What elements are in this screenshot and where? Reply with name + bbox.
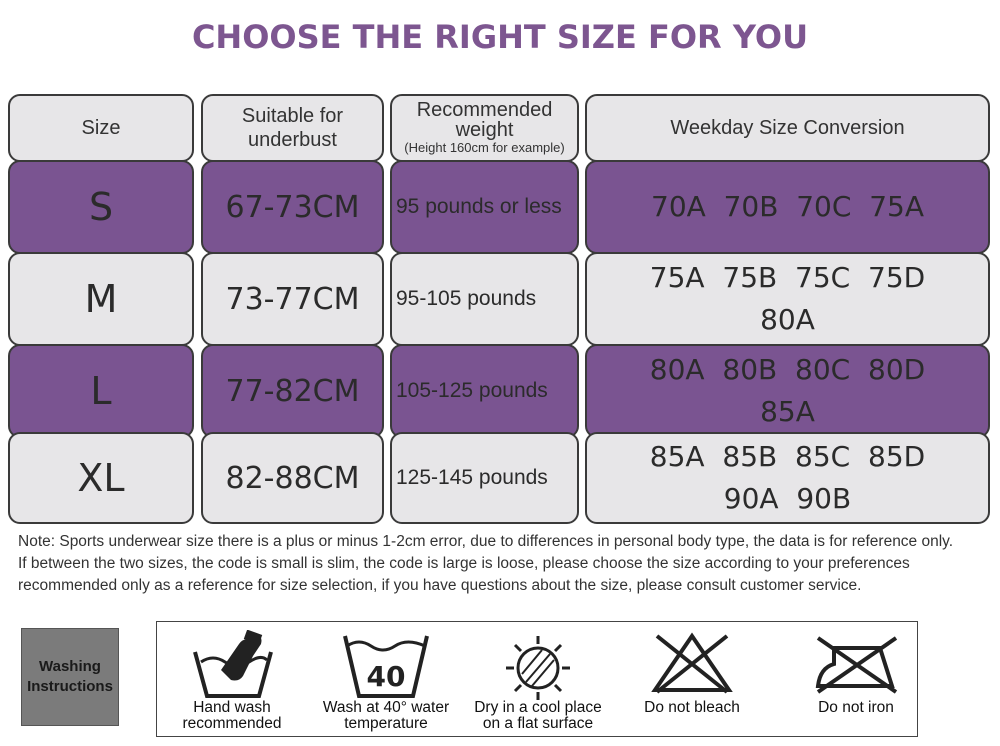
wash-item-40: 40 Wash at 40° water temperature xyxy=(311,628,461,732)
conversion-l-line1: 80A 80B 80C 80D xyxy=(649,353,926,386)
wash-40-label: Wash at 40° water temperature xyxy=(311,700,461,732)
weight-cell-xl: 125-145 pounds xyxy=(390,432,579,524)
conversion-s-line1: 70A 70B 70C 75A xyxy=(651,190,924,223)
underbust-cell-xl: 82-88CM xyxy=(201,432,384,524)
size-note: Note: Sports underwear size there is a p… xyxy=(18,531,988,597)
header-weight-line2: weight xyxy=(455,119,514,141)
underbust-cell-s: 67-73CM xyxy=(201,160,384,254)
conversion-m-line2: 80A xyxy=(760,303,815,336)
wash-dry-label: Dry in a cool place on a flat surface xyxy=(463,700,613,732)
underbust-cell-l: 77-82CM xyxy=(201,344,384,438)
conversion-xl-line2: 90A 90B xyxy=(723,482,852,515)
conversion-cell-m: 75A 75B 75C 75D 80A xyxy=(585,252,990,346)
note-line2: If between the two sizes, the code is sm… xyxy=(18,555,910,572)
wash-item-hand: Hand wash recommended xyxy=(157,628,307,732)
header-weight-line1: Recommended xyxy=(416,99,553,121)
weight-cell-m: 95-105 pounds xyxy=(390,252,579,346)
wash-temp-text: 40 xyxy=(367,660,406,693)
underbust-cell-m: 73-77CM xyxy=(201,252,384,346)
header-underbust-line2: underbust xyxy=(248,129,337,151)
badge-line2: Instructions xyxy=(27,678,113,695)
wash-40-label-line2: temperature xyxy=(344,715,428,732)
do-not-bleach-icon xyxy=(651,632,733,694)
conversion-cell-s: 70A 70B 70C 75A xyxy=(585,160,990,254)
hand-wash-icon xyxy=(193,630,273,698)
wash-hand-label-line2: recommended xyxy=(182,715,282,732)
conversion-m-line1: 75A 75B 75C 75D xyxy=(649,261,926,294)
wash-item-iron: Do not iron xyxy=(781,628,931,732)
conversion-cell-l: 80A 80B 80C 80D 85A xyxy=(585,344,990,438)
wash-hand-label-line1: Hand wash xyxy=(193,699,271,716)
header-size: Size xyxy=(8,94,194,162)
size-cell-xl: XL xyxy=(8,432,194,524)
wash-iron-label: Do not iron xyxy=(781,700,931,716)
header-weight: Recommended weight (Height 160cm for exa… xyxy=(390,94,579,162)
wash-hand-label: Hand wash recommended xyxy=(157,700,307,732)
wash-40-icon: 40 xyxy=(343,635,429,698)
do-not-iron-icon xyxy=(815,636,898,694)
header-underbust: Suitable for underbust xyxy=(201,94,384,162)
wash-dry-label-line1: Dry in a cool place xyxy=(474,699,602,716)
weight-cell-l: 105-125 pounds xyxy=(390,344,579,438)
underbust-column: Suitable for underbust 67-73CM 73-77CM 7… xyxy=(201,94,384,524)
conversion-column: Weekday Size Conversion 70A 70B 70C 75A … xyxy=(585,94,990,524)
page-title: CHOOSE THE RIGHT SIZE FOR YOU xyxy=(191,18,809,56)
size-cell-m: M xyxy=(8,252,194,346)
wash-bleach-label-line1: Do not bleach xyxy=(644,699,740,716)
wash-dry-label-line2: on a flat surface xyxy=(482,715,594,732)
note-line1: Note: Sports underwear size there is a p… xyxy=(18,533,954,550)
conversion-l-line2: 85A xyxy=(760,395,815,428)
wash-item-dry: Dry in a cool place on a flat surface xyxy=(463,628,613,732)
size-cell-s: S xyxy=(8,160,194,254)
dry-flat-shade-icon xyxy=(506,636,570,700)
wash-iron-label-line1: Do not iron xyxy=(818,699,894,716)
header-underbust-line1: Suitable for xyxy=(241,105,344,127)
header-conversion: Weekday Size Conversion xyxy=(585,94,990,162)
header-weight-subtitle: (Height 160cm for example) xyxy=(404,140,565,155)
size-column: Size S M L XL xyxy=(8,94,194,524)
size-cell-l: L xyxy=(8,344,194,438)
wash-bleach-label: Do not bleach xyxy=(617,700,767,716)
wash-item-bleach: Do not bleach xyxy=(617,628,767,732)
badge-line1: Washing xyxy=(39,658,101,675)
weight-cell-s: 95 pounds or less xyxy=(390,160,579,254)
note-line3: recommended only as a reference for size… xyxy=(18,577,862,594)
wash-40-label-line1: Wash at 40° water xyxy=(322,699,450,716)
conversion-cell-xl: 85A 85B 85C 85D 90A 90B xyxy=(585,432,990,524)
conversion-xl-line1: 85A 85B 85C 85D xyxy=(649,440,926,473)
weight-column: Recommended weight (Height 160cm for exa… xyxy=(390,94,579,524)
washing-icons-box: Hand wash recommended 40 Wash at 40° wat… xyxy=(156,621,918,737)
washing-instructions-badge: Washing Instructions xyxy=(21,628,119,726)
